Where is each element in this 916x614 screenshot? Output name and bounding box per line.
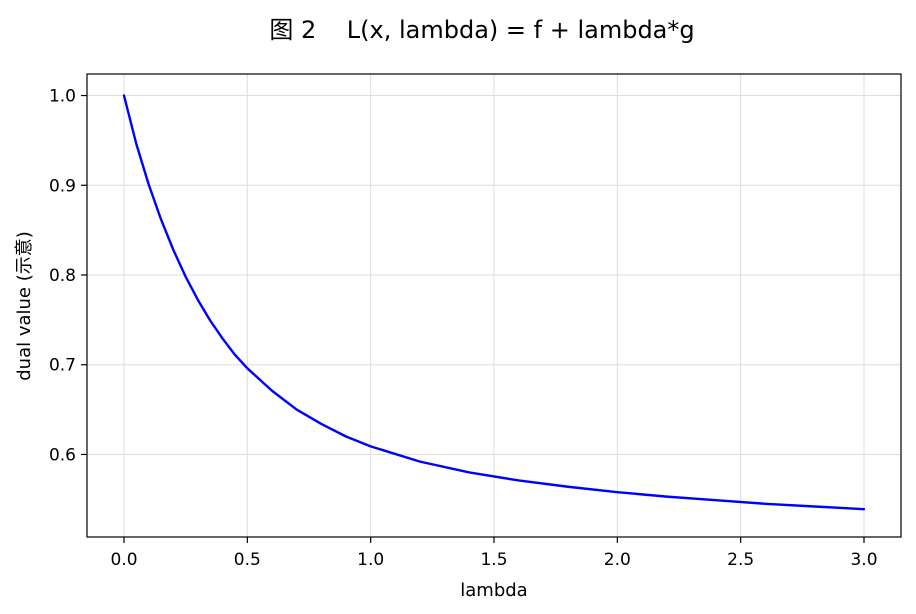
x-tick-label: 2.0	[604, 550, 631, 570]
y-tick-label: 0.8	[49, 266, 76, 286]
x-tick-label: 1.0	[357, 550, 384, 570]
y-tick-label: 0.9	[49, 176, 76, 196]
grid	[87, 74, 901, 537]
y-tick-label: 1.0	[49, 87, 76, 107]
x-tick-label: 0.5	[234, 550, 261, 570]
ticks: 0.0 0.5 1.0 1.5 2.0 2.5 3.0 0.6 0.7 0.8 0.9 1.0	[49, 87, 878, 570]
x-tick-label: 1.5	[480, 550, 507, 570]
chart-title: 图 2 L(x, lambda) = f + lambda*g	[269, 16, 694, 44]
y-tick-label: 0.6	[49, 445, 76, 465]
series-layer	[122, 94, 866, 511]
y-tick-label: 0.7	[49, 356, 76, 376]
series-line	[122, 94, 866, 511]
x-tick-label: 2.5	[727, 550, 754, 570]
y-axis-label: dual value (示意)	[14, 231, 35, 381]
x-axis-label: lambda	[460, 580, 527, 601]
x-tick-label: 3.0	[850, 550, 877, 570]
x-tick-label: 0.0	[110, 550, 137, 570]
